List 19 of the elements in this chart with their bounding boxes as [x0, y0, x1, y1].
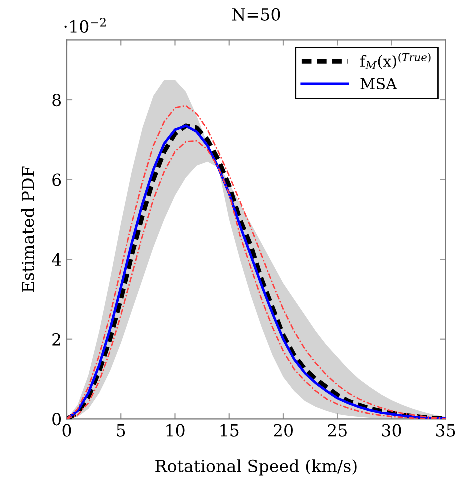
x-tick-label: 30 — [382, 424, 402, 437]
x-tick-label: 15 — [220, 424, 239, 437]
text: ·10$^{−2}$ — [64, 18, 106, 34]
x-tick-label: 25 — [328, 424, 347, 437]
legend-label: f$_{M}$(x)$^{(True)}$ — [360, 53, 431, 70]
x-tick-label: 20 — [274, 424, 293, 437]
x-axis-title: Rotational Speed (km/s) — [156, 460, 357, 476]
chart-title: N=50 — [232, 8, 280, 21]
y-tick-label: 8 — [52, 94, 62, 107]
y-tick-label: 4 — [52, 254, 62, 266]
x-tick-label: 35 — [436, 424, 456, 437]
x-tick-label: 10 — [166, 424, 185, 437]
x-tick-label: 5 — [117, 424, 126, 437]
y-tick-label: 0 — [52, 413, 62, 426]
y-tick-label: 2 — [52, 333, 60, 346]
x-tick-label: 0 — [62, 424, 72, 437]
y-tick-label: 6 — [52, 174, 62, 186]
legend-label: MSA — [360, 78, 398, 90]
y-axis-title: Estimated PDF — [22, 166, 34, 292]
